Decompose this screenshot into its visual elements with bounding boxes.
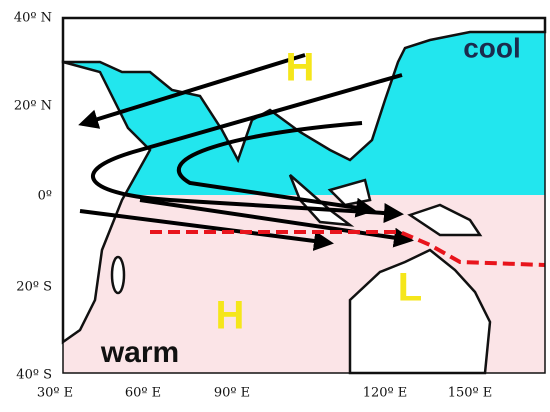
lat-label: 40º N bbox=[14, 11, 52, 26]
lon-label: 60º E bbox=[125, 386, 161, 401]
lat-label: 40º S bbox=[16, 368, 52, 383]
pressure-label: H bbox=[216, 294, 245, 338]
region-label: cool bbox=[463, 32, 521, 63]
labels: 40º N 20º N 0º 20º S 40º S 30º E 60º E 90º E 120… bbox=[14, 11, 521, 401]
lon-label: 120º E bbox=[363, 386, 408, 401]
lat-label: 0º bbox=[38, 189, 52, 204]
lon-label: 90º E bbox=[214, 386, 250, 401]
pressure-label: H bbox=[286, 46, 315, 90]
map-frame bbox=[62, 17, 546, 374]
region-label: warm bbox=[100, 336, 179, 369]
lat-label: 20º S bbox=[16, 280, 52, 295]
lon-label: 30º E bbox=[37, 386, 73, 401]
itcz-line bbox=[150, 230, 546, 267]
lon-label: 150º E bbox=[448, 386, 493, 401]
lat-label: 20º N bbox=[14, 99, 52, 114]
pressure-label: L bbox=[398, 266, 422, 310]
wind-arrows bbox=[78, 53, 414, 251]
